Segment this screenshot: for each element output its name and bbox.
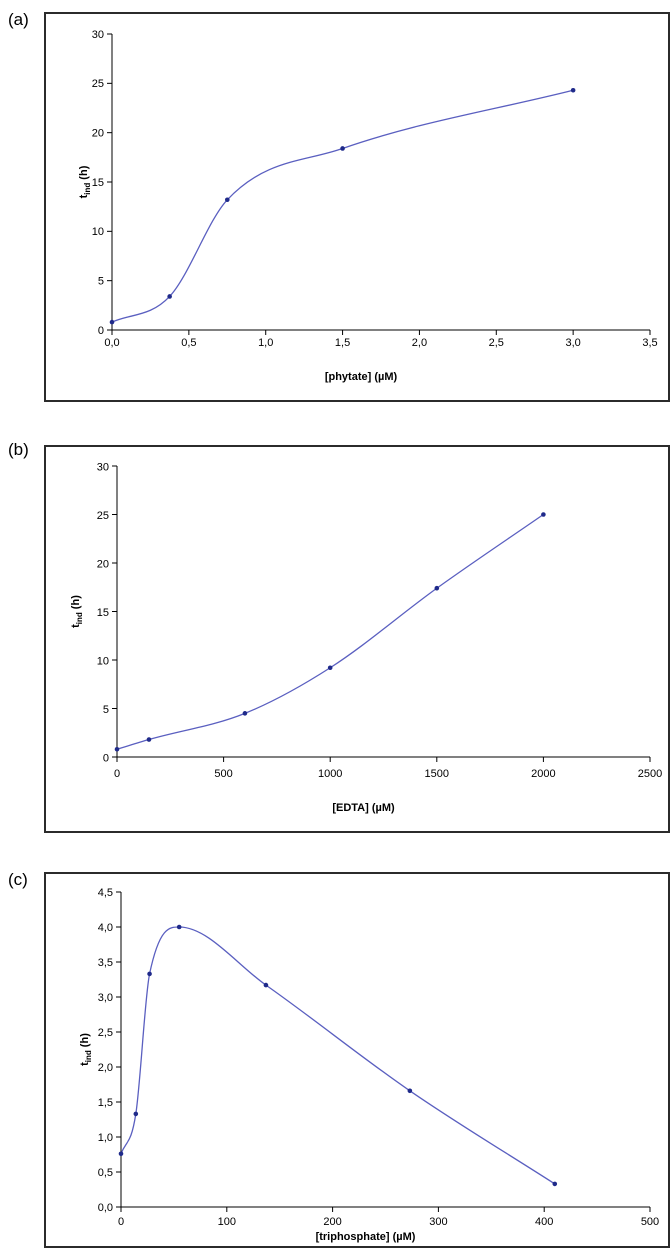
x-tick-label: 3,5 (642, 337, 657, 349)
y-tick-label: 20 (97, 559, 109, 571)
y-tick-label: 25 (92, 78, 104, 90)
panel-label-c: (c) (8, 870, 28, 889)
data-point (146, 737, 152, 742)
x-tick-label: 2,0 (412, 337, 427, 349)
x-tick-label: 1,0 (258, 337, 273, 349)
y-tick-label: 20 (92, 128, 104, 140)
y-tick-label: 5 (98, 276, 104, 288)
y-axis-title-sub: ind (75, 612, 84, 624)
y-tick-label: 10 (92, 226, 104, 238)
y-axis-title-main: t (79, 1062, 91, 1066)
x-tick-label: 0 (114, 768, 120, 780)
x-tick-label: 2,5 (489, 337, 504, 349)
x-tick-label: 500 (214, 768, 232, 780)
data-point (224, 197, 230, 203)
y-axis-title-sub: ind (83, 183, 92, 195)
x-tick-label: 300 (429, 1216, 447, 1228)
x-tick-label: 2500 (638, 768, 662, 780)
y-axis-title-unit: (h) (79, 1033, 91, 1047)
y-tick-label: 25 (97, 510, 109, 522)
y-tick-label: 4,0 (98, 922, 113, 934)
y-tick-label: 10 (97, 656, 109, 668)
y-axis-title: tind (h) (79, 1033, 93, 1066)
data-point (263, 982, 269, 988)
y-tick-label: 3,5 (98, 957, 113, 969)
x-tick-label: 1,5 (335, 337, 350, 349)
data-point (552, 1181, 558, 1187)
x-tick-label: 3,0 (565, 337, 580, 349)
data-point (147, 971, 152, 977)
y-axis-title: tind (h) (70, 595, 84, 628)
data-point (176, 924, 182, 930)
y-axis-title-main: t (70, 624, 82, 628)
y-axis-title-sub: ind (84, 1050, 93, 1062)
data-point (133, 1111, 139, 1117)
y-tick-label: 1,5 (98, 1097, 113, 1109)
data-point (109, 319, 115, 325)
y-tick-label: 30 (97, 462, 109, 474)
x-tick-label: 100 (218, 1216, 236, 1228)
y-tick-label: 1,0 (98, 1132, 113, 1144)
data-point (242, 711, 248, 716)
x-tick-label: 2000 (531, 768, 555, 780)
x-tick-label: 0,0 (104, 337, 119, 349)
y-tick-label: 0 (98, 325, 104, 337)
chart-b-frame (44, 445, 670, 833)
y-tick-label: 0 (103, 753, 109, 765)
x-tick-label: 1500 (425, 768, 449, 780)
series-line (120, 926, 556, 1185)
y-tick-label: 15 (92, 177, 104, 189)
data-point (167, 294, 172, 299)
series-line (111, 89, 574, 323)
y-tick-label: 2,0 (98, 1062, 113, 1074)
y-tick-label: 15 (97, 607, 109, 619)
chart-c-frame (44, 872, 670, 1248)
data-point (327, 665, 333, 671)
data-point (340, 146, 345, 151)
panel-label-b: (b) (8, 440, 29, 459)
data-point (541, 512, 546, 517)
x-axis-title: [EDTA] (µM) (332, 802, 395, 814)
x-tick-label: 400 (535, 1216, 553, 1228)
x-tick-label: 1000 (318, 768, 342, 780)
x-tick-label: 0 (118, 1216, 124, 1228)
data-point (114, 746, 120, 752)
y-tick-label: 5 (103, 704, 109, 716)
data-point (434, 585, 440, 591)
data-point (570, 87, 576, 93)
y-tick-label: 0,0 (98, 1202, 113, 1214)
panel-label-a: (a) (8, 10, 29, 29)
x-tick-label: 0,5 (181, 337, 196, 349)
chart-a-frame (44, 12, 670, 402)
y-axis-title-unit: (h) (78, 165, 90, 179)
y-axis-title-unit: (h) (70, 595, 82, 609)
x-axis-title: [triphosphate] (µM) (316, 1231, 416, 1243)
y-tick-label: 30 (92, 29, 104, 41)
data-point (118, 1151, 124, 1157)
data-point (407, 1088, 413, 1094)
x-axis-title: [phytate] (µM) (325, 371, 398, 383)
y-tick-label: 4,5 (98, 887, 113, 899)
x-tick-label: 200 (323, 1216, 341, 1228)
y-tick-label: 2,5 (98, 1027, 113, 1039)
y-tick-label: 3,0 (98, 992, 113, 1004)
y-axis-title: tind (h) (78, 165, 92, 198)
x-tick-label: 500 (641, 1216, 659, 1228)
y-tick-label: 0,5 (98, 1167, 113, 1179)
y-axis-title-main: t (78, 194, 90, 198)
